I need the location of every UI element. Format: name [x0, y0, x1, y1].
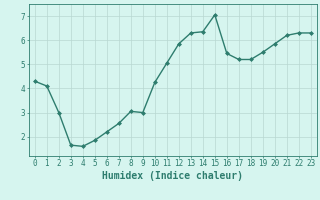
X-axis label: Humidex (Indice chaleur): Humidex (Indice chaleur)	[102, 171, 243, 181]
